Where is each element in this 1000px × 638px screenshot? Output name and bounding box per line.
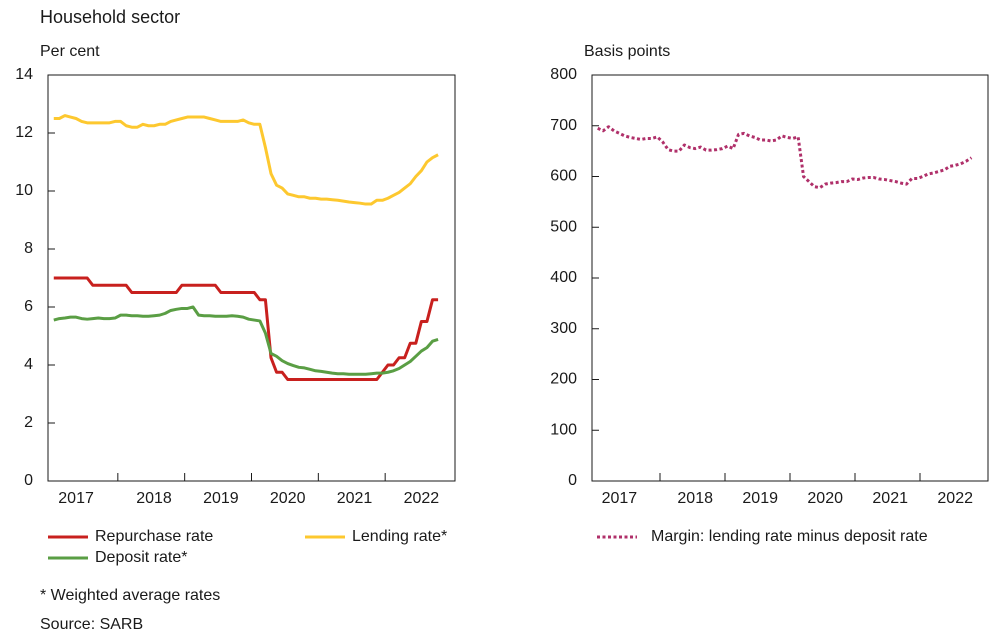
x-tick-label: 2019 — [203, 490, 239, 507]
y-tick-label: 4 — [24, 356, 33, 373]
x-tick-label: 2022 — [937, 490, 973, 507]
y-tick-label: 14 — [15, 66, 33, 83]
legend-label: Repurchase rate — [95, 528, 213, 545]
y-tick-label: 800 — [550, 66, 577, 83]
x-tick-label: 2019 — [742, 490, 778, 507]
x-tick-label: 2022 — [404, 490, 440, 507]
legend-label: Deposit rate* — [95, 549, 188, 566]
y-tick-label: 700 — [550, 117, 577, 134]
y-tick-label: 100 — [550, 421, 577, 438]
series-line — [597, 125, 973, 190]
y-tick-label: 400 — [550, 269, 577, 286]
y-tick-label: 0 — [568, 472, 577, 489]
plot-frame — [591, 74, 989, 482]
x-tick-label: 2018 — [677, 490, 713, 507]
page-title: Household sector — [40, 7, 180, 27]
y-tick-label: 200 — [550, 371, 577, 388]
legend-label: Lending rate* — [352, 528, 447, 545]
series-line — [53, 114, 439, 206]
y-axis-title: Per cent — [40, 43, 100, 60]
y-tick-label: 2 — [24, 414, 33, 431]
x-tick-label: 2020 — [807, 490, 843, 507]
y-tick-label: 10 — [15, 182, 33, 199]
footnote: * Weighted average rates — [40, 587, 220, 604]
y-tick-label: 8 — [24, 240, 33, 257]
y-tick-label: 12 — [15, 124, 33, 141]
x-tick-label: 2017 — [58, 490, 94, 507]
y-tick-label: 500 — [550, 218, 577, 235]
series-line — [53, 305, 439, 376]
plot-frame — [47, 74, 456, 482]
x-tick-label: 2018 — [136, 490, 172, 507]
y-axis-title: Basis points — [584, 43, 670, 60]
x-tick-label: 2021 — [337, 490, 373, 507]
y-tick-label: 6 — [24, 298, 33, 315]
y-tick-label: 300 — [550, 320, 577, 337]
x-tick-label: 2020 — [270, 490, 306, 507]
y-tick-label: 0 — [24, 472, 33, 489]
series-line — [53, 276, 439, 381]
x-tick-label: 2021 — [872, 490, 908, 507]
x-tick-label: 2017 — [602, 490, 638, 507]
y-tick-label: 600 — [550, 168, 577, 185]
legend-label: Margin: lending rate minus deposit rate — [651, 528, 928, 545]
source: Source: SARB — [40, 616, 143, 633]
